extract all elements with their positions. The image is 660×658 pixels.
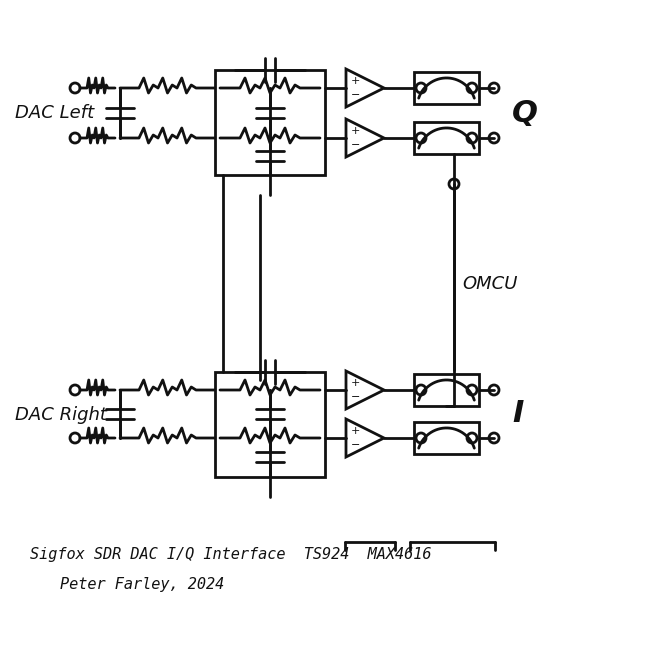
Bar [215, 70, 325, 175]
Text: Peter Farley, 2024: Peter Farley, 2024 [60, 578, 224, 592]
Text: +: + [351, 426, 360, 436]
Text: DAC Right: DAC Right [15, 406, 107, 424]
Text: DAC Left: DAC Left [15, 104, 94, 122]
Text: −: − [351, 89, 360, 99]
Bar [414, 122, 479, 154]
Text: −: − [351, 139, 360, 149]
Text: +: + [351, 126, 360, 136]
Text: Q: Q [512, 99, 538, 128]
Bar [414, 72, 479, 104]
Bar [414, 374, 479, 406]
Bar [215, 372, 325, 477]
Text: I: I [512, 399, 523, 428]
Text: +: + [351, 378, 360, 388]
Bar [414, 422, 479, 454]
Text: OMCU: OMCU [462, 275, 517, 293]
Text: −: − [351, 440, 360, 449]
Text: +: + [351, 76, 360, 86]
Text: Sigfox SDR DAC I/Q Interface  TS924  MAX4616: Sigfox SDR DAC I/Q Interface TS924 MAX46… [30, 547, 432, 563]
Text: −: − [351, 392, 360, 401]
